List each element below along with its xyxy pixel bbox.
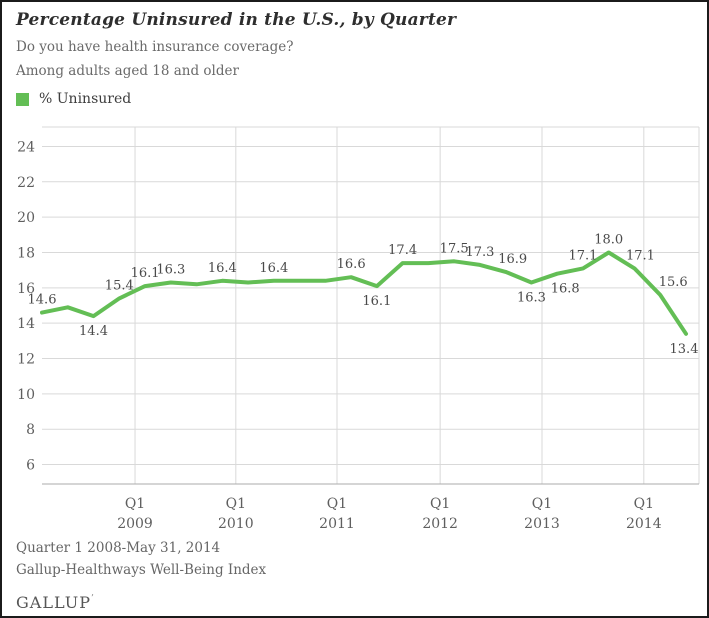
y-tick-label: 12 (17, 352, 35, 368)
data-label: 16.3 (517, 291, 546, 306)
x-tick-label-quarter: Q1 (634, 496, 654, 512)
x-tick-label-year: 2013 (524, 516, 560, 532)
chart-subtitle-population: Among adults aged 18 and older (16, 63, 239, 79)
trademark-icon: ’ (90, 594, 94, 604)
data-label: 17.5 (440, 241, 469, 256)
x-tick-label-quarter: Q1 (430, 496, 450, 512)
data-label: 16.3 (156, 263, 185, 278)
page-title: Percentage Uninsured in the U.S., by Qua… (16, 10, 457, 30)
source-note: Gallup-Healthways Well-Being Index (16, 562, 267, 578)
x-tick-label-year: 2010 (218, 516, 254, 532)
y-tick-label: 22 (17, 175, 35, 191)
data-label: 17.1 (626, 248, 655, 263)
y-tick-label: 14 (17, 316, 35, 332)
data-label: 18.0 (594, 232, 623, 247)
data-label: 17.4 (388, 243, 417, 258)
data-label: 16.9 (498, 252, 527, 267)
x-tick-label-quarter: Q1 (125, 496, 145, 512)
x-tick-label-year: 2012 (422, 516, 458, 532)
gallup-logo: GALLUP’ (16, 593, 94, 612)
trend-line (40, 250, 688, 336)
data-label: 16.1 (131, 266, 160, 281)
y-tick-label: 8 (26, 422, 35, 438)
data-label: 13.4 (670, 342, 699, 357)
y-tick-label: 6 (26, 458, 35, 474)
legend-label: % Uninsured (39, 91, 132, 107)
data-label: 15.6 (659, 275, 688, 290)
y-tick-label: 24 (17, 139, 35, 155)
data-label: 17.1 (568, 248, 597, 263)
y-tick-label: 16 (17, 281, 35, 297)
x-tick-label-year: 2009 (117, 516, 153, 532)
data-label: 16.4 (208, 261, 237, 276)
x-tick-label-year: 2011 (319, 516, 355, 532)
data-label: 16.8 (551, 282, 580, 297)
chart-subtitle-question: Do you have health insurance coverage? (16, 39, 294, 55)
gallup-logo-text: GALLUP (16, 593, 91, 612)
data-label: 16.4 (259, 261, 288, 276)
chart-legend: % Uninsured (16, 91, 131, 107)
data-label: 16.6 (337, 257, 366, 272)
data-label: 16.1 (362, 294, 391, 309)
y-tick-label: 10 (17, 387, 35, 403)
legend-swatch-icon (16, 92, 29, 106)
x-tick-label-year: 2014 (626, 516, 662, 532)
data-label: 14.6 (28, 293, 57, 308)
x-tick-label-quarter: Q1 (532, 496, 552, 512)
y-tick-label: 20 (17, 210, 35, 226)
y-tick-label: 18 (17, 245, 35, 261)
data-label: 14.4 (79, 324, 108, 339)
date-range-note: Quarter 1 2008-May 31, 2014 (16, 540, 221, 556)
x-tick-label-quarter: Q1 (226, 496, 246, 512)
x-tick-label-quarter: Q1 (327, 496, 347, 512)
data-label: 17.3 (465, 245, 494, 260)
data-label: 15.4 (105, 278, 134, 293)
